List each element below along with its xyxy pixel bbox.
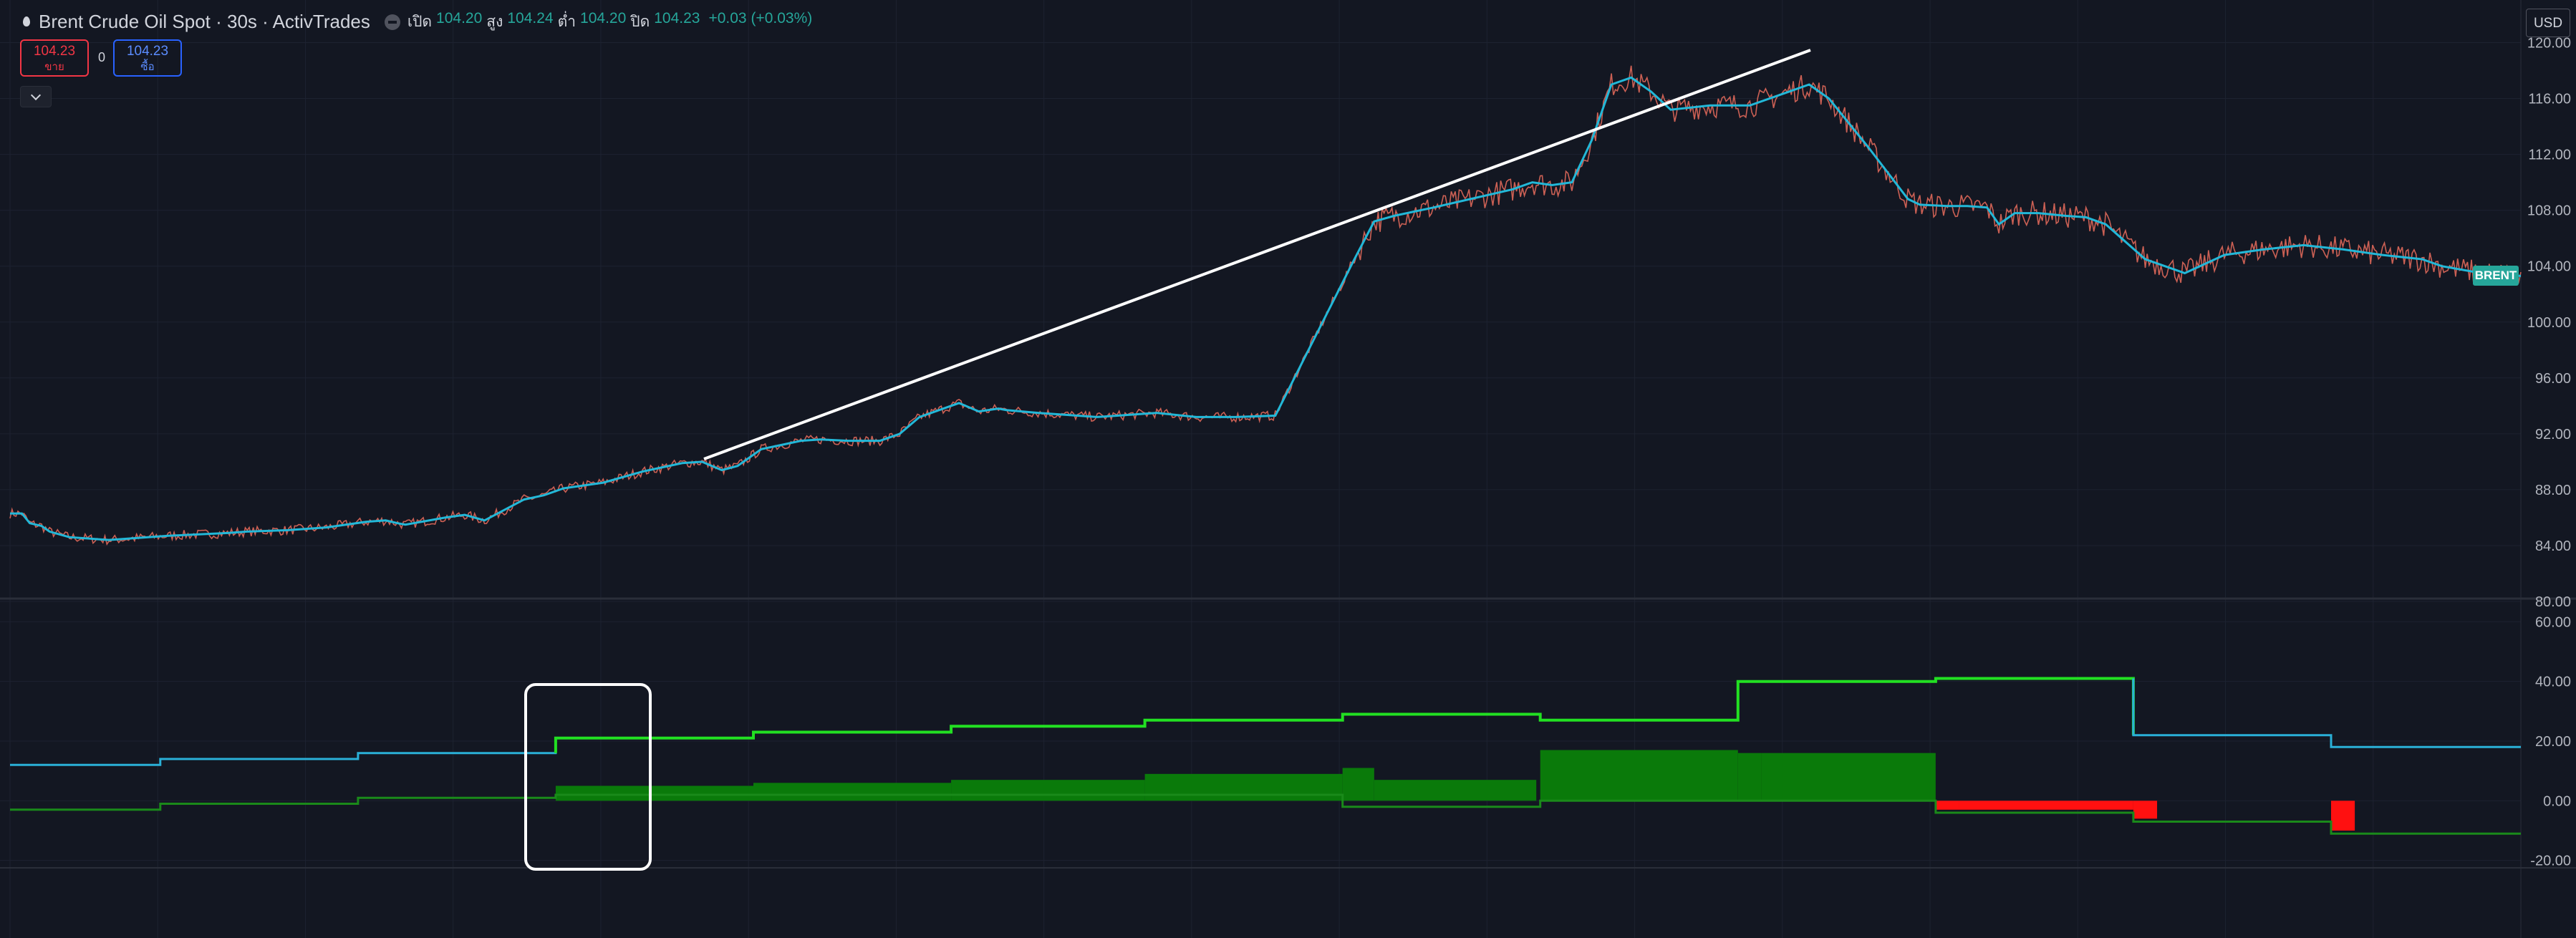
ohlc-high-label: สูง [486,14,503,30]
indicator-tick-label: 60.00 [2535,614,2571,630]
indicator-bar [753,783,952,801]
indicator-tick-label: 40.00 [2535,675,2571,690]
indicator-lower-line [10,793,2521,835]
indicator-bar [1737,753,1762,801]
price-tick-label: 112.00 [2528,148,2571,163]
indicator-tick-label: 0.00 [2543,793,2571,809]
collapse-legend-button[interactable] [20,86,52,107]
ohlc-low-value: 104.20 [580,10,627,26]
buy-price: 104.23 [126,44,169,59]
buy-label: ซื้อ [140,61,155,73]
price-tick-label: 104.00 [2527,259,2571,275]
price-tick-label: 80.00 [2535,594,2571,610]
indicator-bar [1540,750,1738,801]
trend-line [703,49,1811,460]
symbol-price-label: BRENT [2473,266,2519,286]
sell-button[interactable]: 104.23 ขาย [20,39,89,77]
currency-selector[interactable]: USD [2526,9,2570,37]
indicator-bar [555,785,753,801]
price-line [10,76,2522,541]
price-tick-label: 96.00 [2535,371,2571,387]
ohlc-values: เปิด 104.20 สูง 104.24 ต่ำ 104.20 ปิด 104.23… [407,10,812,34]
indicator-tick-label: -20.00 [2530,854,2571,869]
ohlc-close-value: 104.23 [654,10,700,26]
ohlc-low-label: ต่ำ [557,14,577,30]
price-tick-label: 100.00 [2527,315,2571,331]
price-candles [9,65,2522,546]
price-tick-label: 116.00 [2528,92,2571,107]
ohlc-close-label: ปิด [630,14,650,30]
spread-value: 0 [98,50,106,64]
highlight-box [524,683,652,871]
symbol-title[interactable]: Brent Crude Oil Spot · 30s · ActivTrades [39,11,370,32]
indicator-blue-line [2132,678,2521,748]
indicator-bar [1374,780,1537,801]
ohlc-open-label: เปิด [407,14,433,30]
indicator-bar [2133,801,2158,819]
buy-button[interactable]: 104.23 ซื้อ [113,39,182,77]
indicator-bar [1761,753,1936,801]
ohlc-change: +0.03 (+0.03%) [708,10,813,26]
ohlc-high-value: 104.24 [507,10,554,26]
indicator-upper-line [554,677,2135,753]
price-tick-label: 92.00 [2535,427,2571,443]
indicator-bar [2330,801,2355,831]
visibility-toggle-icon[interactable] [384,14,400,30]
price-tick-label: 108.00 [2527,203,2571,219]
price-tick-label: 88.00 [2535,483,2571,498]
oil-drop-icon [21,15,32,29]
indicator-bar [1935,801,1959,810]
ohlc-open-value: 104.20 [436,10,483,26]
price-tick-label: 84.00 [2535,538,2571,554]
indicator-bar [1959,801,2133,810]
indicator-bar [1342,768,1374,801]
price-tick-label: 120.00 [2527,36,2571,52]
indicator-blue-line [10,738,557,766]
indicator-bar [951,780,1145,801]
chart-legend: Brent Crude Oil Spot · 30s · ActivTrades… [21,10,812,34]
indicator-bar [1144,773,1343,801]
sell-label: ขาย [44,61,64,73]
sell-price: 104.23 [33,44,76,59]
indicator-tick-label: 20.00 [2535,734,2571,750]
